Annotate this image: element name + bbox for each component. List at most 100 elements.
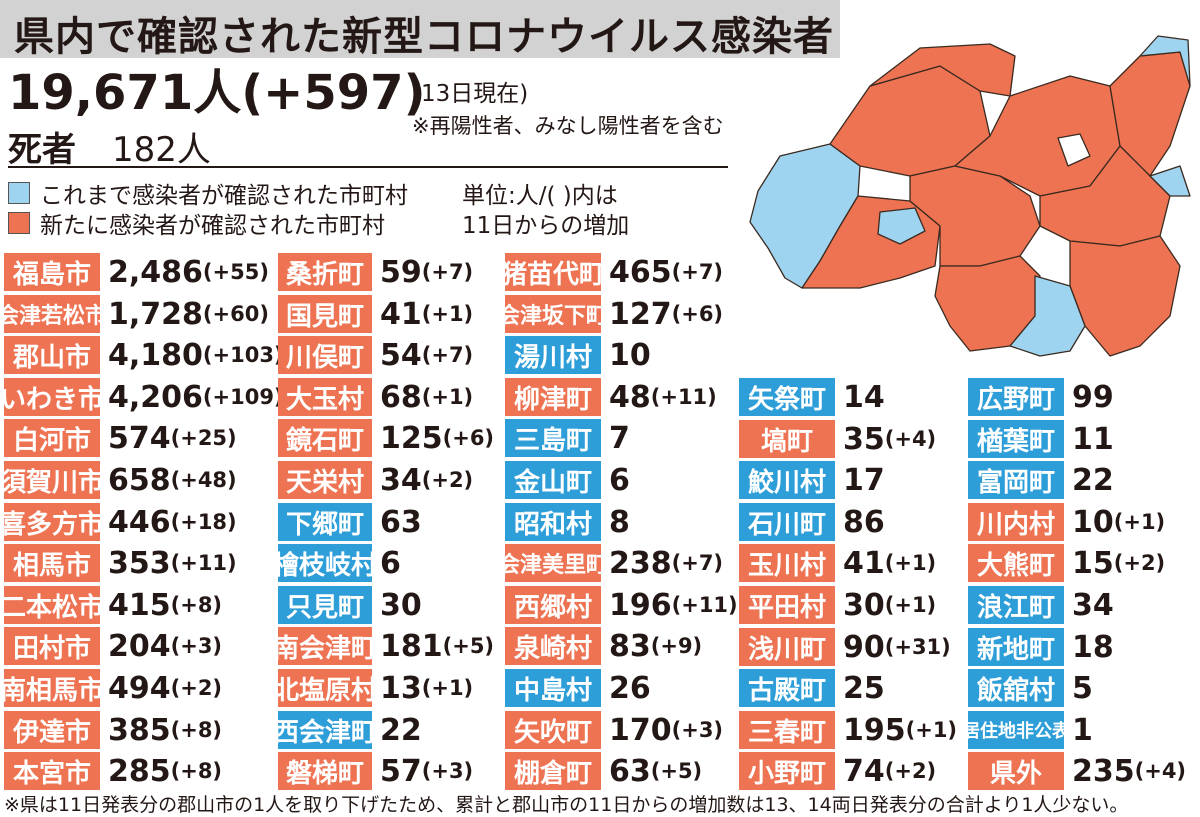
municipality-name: 会津坂下町 (505, 295, 601, 333)
municipality-row: 磐梯町 57 (+3) (278, 752, 600, 790)
case-count: 22 (1072, 462, 1114, 498)
municipality-row: 国見町 41 (+1) (278, 295, 600, 333)
municipality-row: 柳津町 48 (+11) (505, 378, 829, 416)
case-count: 59 (380, 254, 422, 290)
municipality-name: 川俣町 (278, 336, 372, 374)
municipality-row: 飯舘村 5 (968, 669, 1200, 707)
case-count: 1 (1072, 712, 1093, 748)
case-count: 41 (843, 545, 885, 581)
municipality-row: 浅川町 90 (+31) (739, 628, 1059, 666)
municipality-name: 会津若松市 (4, 295, 100, 333)
case-count: 14 (843, 379, 885, 415)
case-count: 574 (108, 420, 171, 456)
case-count: 30 (843, 587, 885, 623)
municipality-name: 只見町 (278, 586, 372, 624)
case-count: 86 (843, 504, 885, 540)
unit-note-1: 単位:人/( )内は (462, 183, 618, 209)
municipality-name: 古殿町 (739, 669, 835, 707)
municipality-row: 鏡石町 125 (+6) (278, 419, 600, 457)
case-count: 446 (108, 504, 171, 540)
case-increase: (+6) (671, 302, 724, 326)
municipality-row: 昭和村 8 (505, 503, 829, 541)
case-count: 41 (380, 296, 422, 332)
case-count: 34 (380, 462, 422, 498)
municipality-row: 福島市 2,486 (+55) (4, 253, 326, 291)
case-count: 22 (380, 712, 422, 748)
case-increase: (+4) (1134, 759, 1187, 783)
municipality-name: 浅川町 (739, 628, 835, 666)
case-count: 57 (380, 753, 422, 789)
map-region-kennan-east (1009, 275, 1086, 357)
municipality-name: 伊達市 (4, 711, 100, 749)
municipality-row: 浪江町 34 (968, 586, 1200, 624)
case-increase: (+8) (170, 718, 223, 742)
case-count: 34 (1072, 587, 1114, 623)
case-count: 465 (609, 254, 672, 290)
municipality-name: 本宮市 (4, 752, 100, 790)
case-count: 6 (380, 545, 401, 581)
title-bar (0, 0, 840, 58)
municipality-name: 檜枝岐村 (278, 544, 372, 582)
municipality-row: 塙町 35 (+4) (739, 420, 1059, 458)
case-count: 63 (380, 504, 422, 540)
case-count: 125 (380, 420, 443, 456)
municipality-name: 大熊町 (968, 544, 1064, 582)
municipality-row: 本宮市 285 (+8) (4, 752, 326, 790)
case-increase: (+55) (202, 260, 269, 284)
case-count: 54 (380, 337, 422, 373)
divider (8, 166, 728, 168)
municipality-row: 矢祭町 14 (739, 378, 1059, 416)
unit-note-2: 11日からの増加 (462, 213, 630, 239)
municipality-row: 居住地非公表 1 (968, 711, 1200, 749)
municipality-row: 喜多方市 446 (+18) (4, 503, 326, 541)
case-count: 196 (609, 587, 672, 623)
case-increase: (+8) (170, 759, 223, 783)
case-count: 18 (1072, 629, 1114, 665)
case-increase: (+2) (884, 759, 937, 783)
municipality-name: 西会津町 (278, 711, 372, 749)
municipality-name: 湯川村 (505, 336, 601, 374)
municipality-name: 柳津町 (505, 378, 601, 416)
municipality-row: 天栄村 34 (+2) (278, 461, 600, 499)
municipality-name: 昭和村 (505, 503, 601, 541)
case-increase: (+3) (671, 718, 724, 742)
case-count: 99 (1072, 379, 1114, 415)
case-count: 415 (108, 587, 171, 623)
municipality-name: 相馬市 (4, 544, 100, 582)
municipality-row: 県外 235 (+4) (968, 752, 1200, 790)
case-increase: (+18) (170, 510, 237, 534)
municipality-name: 福島市 (4, 253, 100, 291)
case-count: 181 (380, 628, 443, 664)
case-count: 83 (609, 628, 651, 664)
municipality-row: 須賀川市 658 (+48) (4, 461, 326, 499)
municipality-row: 中島村 26 (505, 669, 829, 707)
municipality-name: 北塩原村 (278, 669, 372, 707)
total-cases: 19,671人(+597) (8, 65, 426, 121)
case-count: 35 (843, 421, 885, 457)
case-increase: (+11) (170, 551, 237, 575)
municipality-name: 鮫川村 (739, 461, 835, 499)
case-count: 90 (843, 629, 885, 665)
case-increase: (+5) (442, 634, 495, 658)
municipality-name: 中島村 (505, 669, 601, 707)
municipality-name: 南会津町 (278, 627, 372, 665)
municipality-name: 桑折町 (278, 253, 372, 291)
municipality-name: 田村市 (4, 627, 100, 665)
municipality-name: 楢葉町 (968, 420, 1064, 458)
municipality-name: 白河市 (4, 419, 100, 457)
case-increase: (+5) (650, 759, 703, 783)
case-increase: (+2) (421, 468, 474, 492)
municipality-name: 磐梯町 (278, 752, 372, 790)
municipality-row: 湯川村 10 (505, 336, 829, 374)
municipality-name: 県外 (968, 752, 1064, 790)
map-region-blank (1057, 133, 1091, 167)
case-count: 235 (1072, 753, 1135, 789)
municipality-row: 川俣町 54 (+7) (278, 336, 600, 374)
case-count: 385 (108, 712, 171, 748)
municipality-name: 新地町 (968, 628, 1064, 666)
deaths-value: 182人 (112, 130, 211, 170)
municipality-name: 居住地非公表 (968, 711, 1064, 749)
municipality-name: 喜多方市 (4, 503, 100, 541)
case-count: 17 (843, 462, 885, 498)
case-increase: (+7) (421, 343, 474, 367)
